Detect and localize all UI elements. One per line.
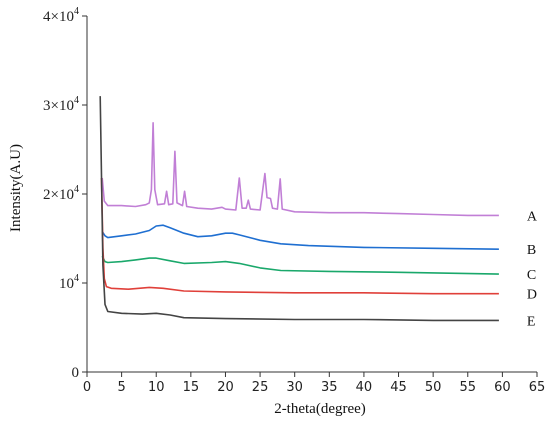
x-tick-label: 40: [356, 380, 373, 395]
series-line-b: [101, 224, 499, 250]
plot-frame: [86, 16, 537, 373]
series-label-d: D: [527, 288, 537, 303]
y-tick-base: 2×10: [43, 187, 74, 203]
x-tick-label: 15: [183, 380, 200, 395]
y-tick-base: 0: [72, 365, 80, 381]
x-tick-label: 60: [494, 380, 511, 395]
y-tick-exponent: 4: [74, 184, 79, 195]
series-label-b: B: [527, 243, 536, 258]
y-tick-exponent: 4: [74, 95, 79, 106]
x-tick-label: 0: [83, 380, 91, 395]
y-tick-exponent: 4: [74, 273, 79, 284]
x-tick-label: 65: [529, 380, 546, 395]
x-tick-label: 55: [459, 380, 476, 395]
series-label-a: A: [527, 209, 538, 224]
x-tick-label: 10: [148, 380, 165, 395]
y-tick-label: 0: [72, 365, 80, 381]
y-tick-label: 104: [59, 273, 79, 292]
series-label-c: C: [527, 268, 536, 283]
y-tick-label: 4×104: [43, 6, 79, 25]
series-label-e: E: [527, 314, 536, 329]
series-line-e: [99, 96, 499, 322]
y-tick-label: 2×104: [43, 184, 79, 203]
y-tick-label: 3×104: [43, 95, 79, 114]
x-tick-label: 45: [390, 380, 407, 395]
x-ticks: 0 5 10 15 20 25 30 35 40 45 50 55 60 65: [83, 372, 545, 395]
x-tick-label: 30: [286, 380, 303, 395]
x-tick-label: 50: [425, 380, 442, 395]
series-line-c: [101, 255, 499, 275]
x-tick-label: 20: [217, 380, 234, 395]
y-axis-title: Intensity(A.U): [8, 144, 24, 232]
y-tick-base: 10: [59, 276, 74, 292]
x-tick-label: 5: [117, 380, 125, 395]
series-line-a: [101, 122, 499, 217]
series-lines: [99, 96, 499, 322]
y-tick-exponent: 4: [74, 6, 79, 17]
x-tick-label: 25: [252, 380, 269, 395]
series-line-d: [100, 177, 499, 295]
x-tick-label: 35: [321, 380, 338, 395]
y-tick-base: 4×10: [43, 9, 74, 25]
y-tick-base: 3×10: [43, 98, 74, 114]
x-axis-title: 2-theta(degree): [274, 401, 366, 417]
